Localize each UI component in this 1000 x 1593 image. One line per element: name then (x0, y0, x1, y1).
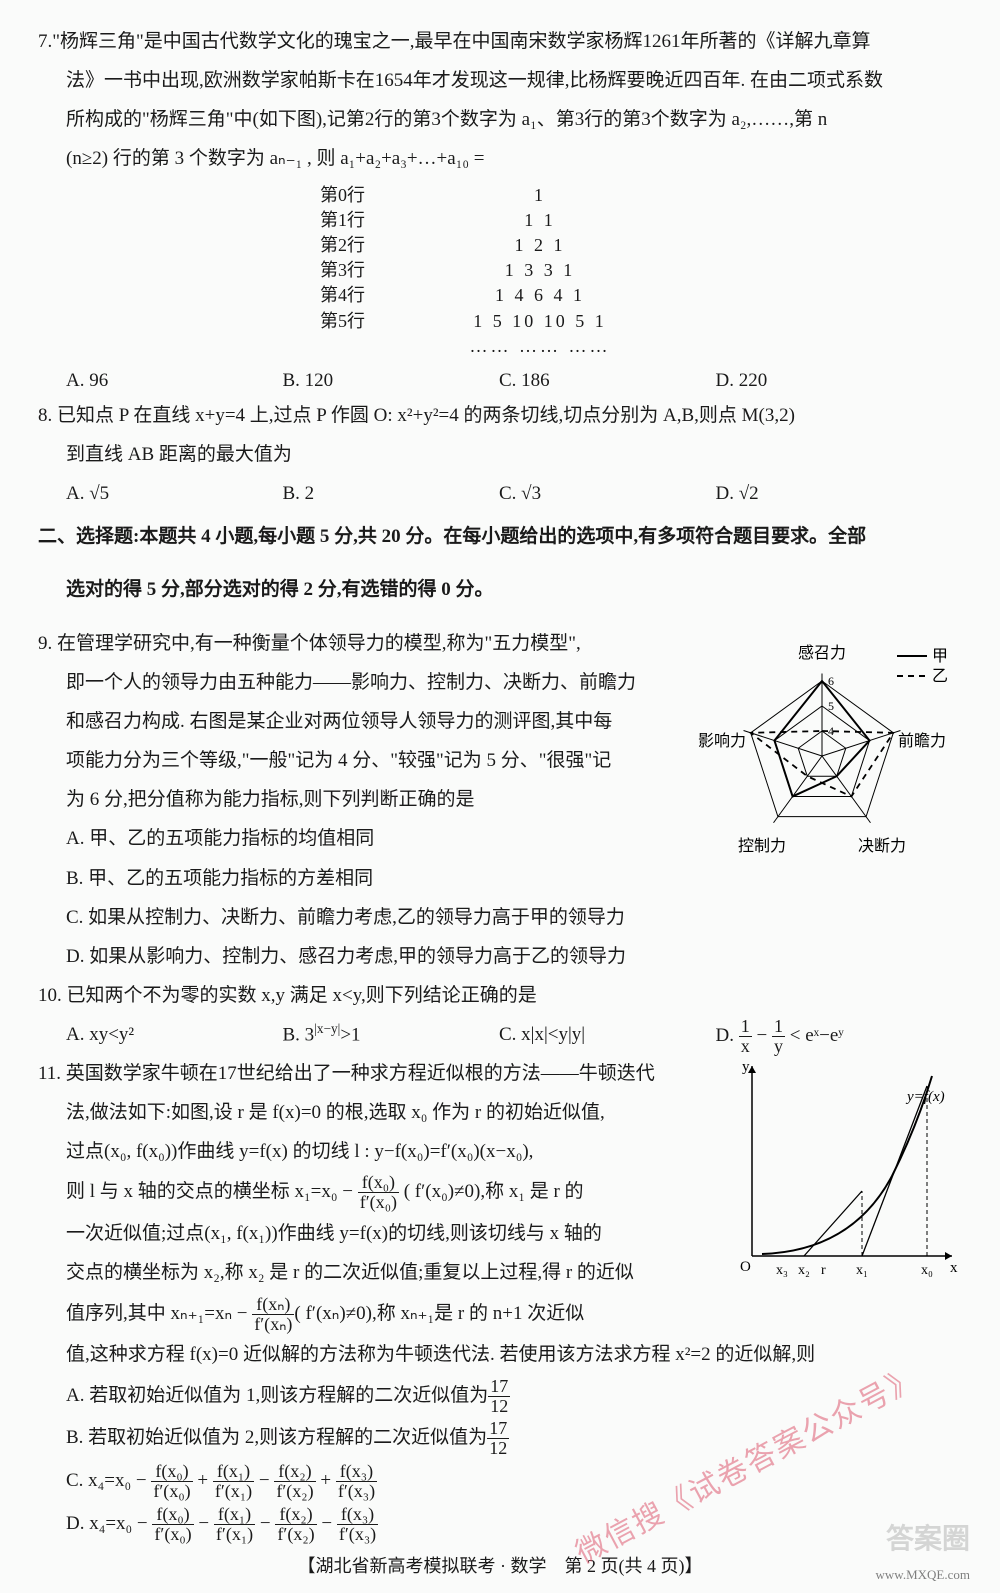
q11-l1: 11. 英国数学家牛顿在17世纪给出了一种求方程近似根的方法——牛顿迭代 (38, 1056, 724, 1091)
svg-text:控制力: 控制力 (738, 837, 786, 855)
q11-opt-b: B. 若取初始近似值为 2,则该方程解的二次近似值为1712 (38, 1419, 962, 1458)
svg-text:x₂: x₂ (798, 1263, 810, 1278)
q8-line1: 8. 已知点 P 在直线 x+y=4 上,过点 P 作圆 O: x²+y²=4 … (38, 398, 962, 433)
pascal-row: 第5行1 5 10 10 5 1 (320, 309, 680, 334)
q11-opt-d: D. x₄=x₀ − f(x₀)f′(x₀) − f(x₁)f′(x₁) − f… (38, 1505, 962, 1544)
q9-opt-a: A. 甲、乙的五项能力指标的均值相同 (38, 821, 692, 856)
svg-text:前瞻力: 前瞻力 (898, 732, 946, 750)
pascal-row: 第4行1 4 6 4 1 (320, 283, 680, 308)
svg-text:决断力: 决断力 (858, 837, 906, 855)
q7-opt-a: A. 96 (66, 363, 283, 398)
q7-opt-b: B. 120 (283, 363, 500, 398)
q9-l3: 和感召力构成. 右图是某企业对两位领导人领导力的测评图,其中每 (38, 704, 692, 739)
question-11: 11. 英国数学家牛顿在17世纪给出了一种求方程近似根的方法——牛顿迭代 法,做… (38, 1056, 962, 1544)
q11-l2: 法,做法如下:如图,设 r 是 f(x)=0 的根,选取 x₀ 作为 r 的初始… (38, 1095, 724, 1130)
svg-text:x₁: x₁ (856, 1263, 868, 1278)
section-2-header-l2: 选对的得 5 分,部分选对的得 2 分,有选错的得 0 分。 (38, 572, 962, 607)
q11-opt-c: C. x₄=x₀ − f(x₀)f′(x₀) + f(x₁)f′(x₁) − f… (38, 1462, 962, 1501)
q10-opt-c: C. x|x|<y|y| (499, 1017, 716, 1056)
svg-text:x₃: x₃ (776, 1263, 788, 1278)
q7-line1: 7."杨辉三角"是中国古代数学文化的瑰宝之一,最早在中国南宋数学家杨辉1261年… (38, 24, 962, 59)
question-10: 10. 已知两个不为零的实数 x,y 满足 x<y,则下列结论正确的是 A. x… (38, 978, 962, 1056)
q11-l7: 值序列,其中 xₙ₊₁=xₙ − f(xₙ)f′(xₙ)( f′(xₙ)≠0),… (38, 1295, 724, 1334)
page-footer: 【湖北省新高考模拟联考 · 数学 第 2 页(共 4 页)】 (38, 1550, 962, 1583)
q9-radar-chart: 456感召力前瞻力决断力控制力影响力甲乙 (692, 626, 962, 978)
svg-text:6: 6 (828, 674, 834, 688)
q8-opt-d: D. √2 (716, 476, 933, 511)
svg-text:5: 5 (828, 699, 834, 713)
q9-l2: 即一个人的领导力由五种能力——影响力、控制力、决断力、前瞻力 (38, 665, 692, 700)
q7-line3: 所构成的"杨辉三角"中(如下图),记第2行的第3个数字为 a₁、第3行的第3个数… (38, 102, 962, 137)
svg-text:r: r (821, 1263, 826, 1278)
q10-opt-d: D. 1x − 1y < eˣ−eʸ (716, 1017, 933, 1056)
q8-line2: 到直线 AB 距离的最大值为 (38, 437, 962, 472)
svg-text:x: x (950, 1260, 958, 1276)
q9-l1: 9. 在管理学研究中,有一种衡量个体领导力的模型,称为"五力模型", (38, 626, 692, 661)
pascal-row: 第2行1 2 1 (320, 233, 680, 258)
pascal-row: …… …… …… (320, 334, 680, 359)
svg-text:感召力: 感召力 (798, 644, 846, 662)
q7-opt-c: C. 186 (499, 363, 716, 398)
q10-opt-a: A. xy<y² (66, 1017, 283, 1056)
q11-l3: 过点(x₀, f(x₀))作曲线 y=f(x) 的切线 l : y−f(x₀)=… (38, 1134, 724, 1169)
q10-text: 10. 已知两个不为零的实数 x,y 满足 x<y,则下列结论正确的是 (38, 978, 962, 1013)
q9-l4: 项能力分为三个等级,"一般"记为 4 分、"较强"记为 5 分、"很强"记 (38, 743, 692, 778)
q11-l8: 值,这种求方程 f(x)=0 近似解的方法称为牛顿迭代法. 若使用该方法求方程 … (38, 1337, 962, 1372)
pascal-row: 第0行1 (320, 183, 680, 208)
svg-text:影响力: 影响力 (698, 732, 746, 750)
question-9: 9. 在管理学研究中,有一种衡量个体领导力的模型,称为"五力模型", 即一个人的… (38, 626, 962, 978)
q7-options: A. 96 B. 120 C. 186 D. 220 (38, 363, 962, 398)
svg-text:甲: 甲 (932, 648, 948, 665)
q8-options: A. √5 B. 2 C. √3 D. √2 (38, 476, 962, 511)
q7-opt-d: D. 220 (716, 363, 933, 398)
svg-text:乙: 乙 (932, 668, 948, 685)
q11-newton-figure: yxOy=f(x)x₃x₂rx₁x₀ (732, 1056, 962, 1337)
q10-options: A. xy<y² B. 3|x−y|>1 C. x|x|<y|y| D. 1x … (38, 1017, 962, 1056)
svg-text:y: y (742, 1059, 750, 1075)
q8-opt-c: C. √3 (499, 476, 716, 511)
svg-text:O: O (740, 1259, 751, 1275)
q9-opt-b: B. 甲、乙的五项能力指标的方差相同 (38, 861, 692, 896)
pascal-row: 第1行1 1 (320, 208, 680, 233)
q11-l4: 则 l 与 x 轴的交点的横坐标 x₁=x₀ − f(x₀)f′(x₀) ( f… (38, 1173, 724, 1212)
q9-opt-d: D. 如果从影响力、控制力、感召力考虑,甲的领导力高于乙的领导力 (38, 939, 692, 974)
question-8: 8. 已知点 P 在直线 x+y=4 上,过点 P 作圆 O: x²+y²=4 … (38, 398, 962, 511)
q11-opt-a: A. 若取初始近似值为 1,则该方程解的二次近似值为1712 (38, 1377, 962, 1416)
section-2-header-l1: 二、选择题:本题共 4 小题,每小题 5 分,共 20 分。在每小题给出的选项中… (38, 519, 962, 554)
q7-line4: (n≥2) 行的第 3 个数字为 aₙ₋₁ , 则 a₁+a₂+a₃+…+a₁₀… (38, 141, 962, 176)
q7-line2: 法》一书中出现,欧洲数学家帕斯卡在1654年才发现这一规律,比杨辉要晚近四百年.… (38, 63, 962, 98)
q8-opt-b: B. 2 (283, 476, 500, 511)
q11-l5: 一次近似值;过点(x₁, f(x₁))作曲线 y=f(x)的切线,则该切线与 x… (38, 1216, 724, 1251)
pascal-triangle: 第0行1第1行1 1第2行1 2 1第3行1 3 3 1第4行1 4 6 4 1… (320, 183, 680, 359)
svg-text:x₀: x₀ (921, 1263, 933, 1278)
q9-opt-c: C. 如果从控制力、决断力、前瞻力考虑,乙的领导力高于甲的领导力 (38, 900, 692, 935)
pascal-row: 第3行1 3 3 1 (320, 258, 680, 283)
question-7: 7."杨辉三角"是中国古代数学文化的瑰宝之一,最早在中国南宋数学家杨辉1261年… (38, 24, 962, 398)
q8-opt-a: A. √5 (66, 476, 283, 511)
q10-opt-b: B. 3|x−y|>1 (283, 1017, 500, 1056)
q9-l5: 为 6 分,把分值称为能力指标,则下列判断正确的是 (38, 782, 692, 817)
q11-l6: 交点的横坐标为 x₂,称 x₂ 是 r 的二次近似值;重复以上过程,得 r 的近… (38, 1255, 724, 1290)
